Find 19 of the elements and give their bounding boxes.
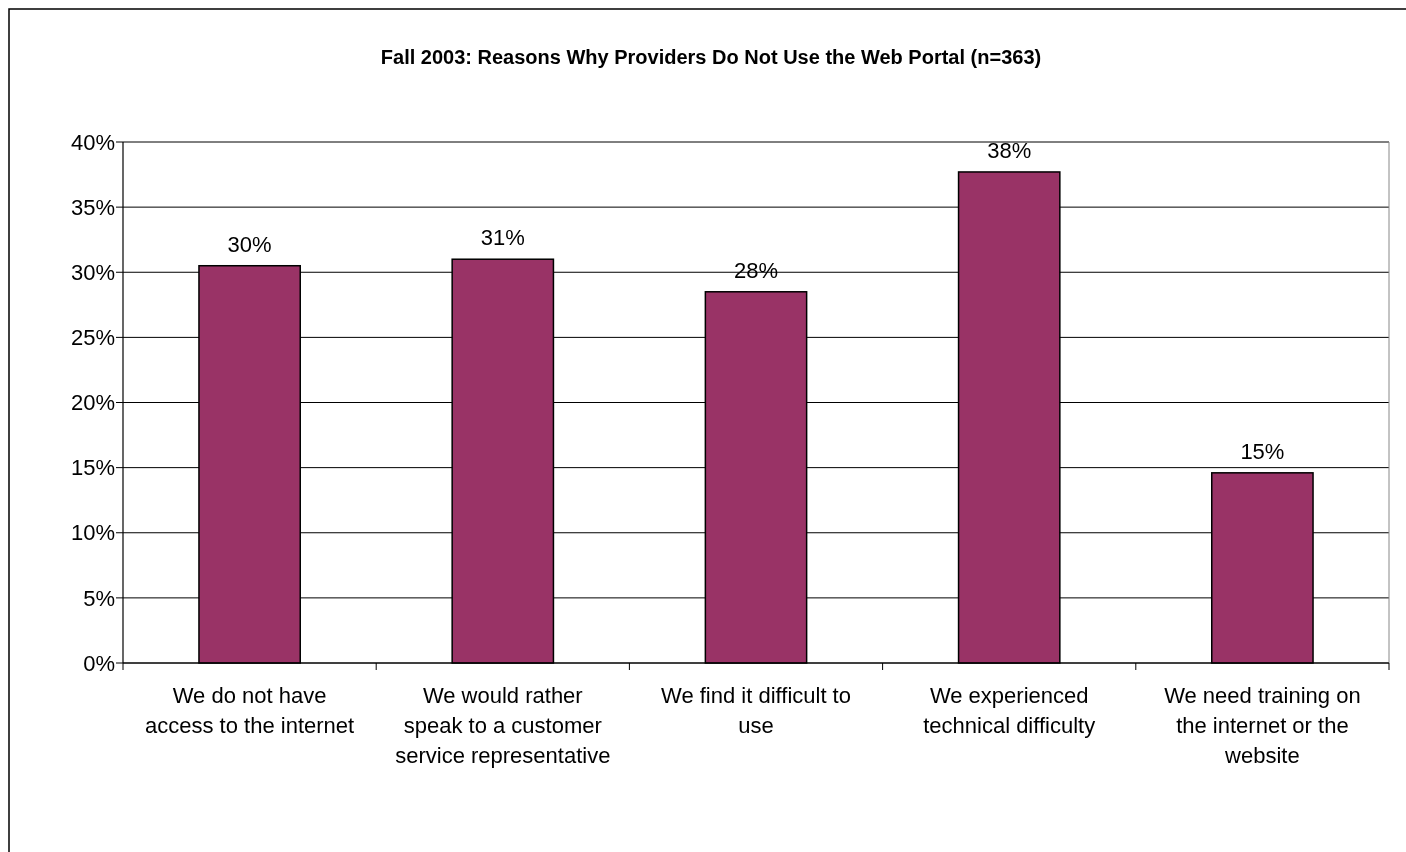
data-label: 38% [987, 137, 1032, 163]
y-tick-label: 0% [83, 650, 115, 676]
data-label: 15% [1240, 438, 1285, 464]
y-tick-label: 25% [70, 325, 115, 351]
x-tick-label: We find it difficult to use [661, 683, 851, 738]
y-tick-label: 35% [70, 194, 115, 220]
data-label: 30% [227, 231, 272, 257]
x-tick-label: We need training on the internet or the website [1164, 683, 1361, 768]
y-tick-label: 5% [83, 585, 115, 611]
y-tick-label: 10% [70, 520, 115, 546]
y-tick-label: 40% [70, 129, 115, 155]
y-tick-label: 30% [70, 259, 115, 285]
chart-title: Fall 2003: Reasons Why Providers Do Not Use the Web Portal (n=363) [380, 46, 1042, 68]
x-tick-label: We would rather speak to a customer service representative [395, 683, 611, 768]
x-tick-label: We experienced technical difficulty [923, 683, 1096, 738]
x-tick-label: We do not have access to the internet [145, 683, 355, 738]
data-label: 31% [480, 225, 525, 251]
y-tick-label: 20% [70, 390, 115, 416]
y-tick-label: 15% [70, 455, 115, 481]
